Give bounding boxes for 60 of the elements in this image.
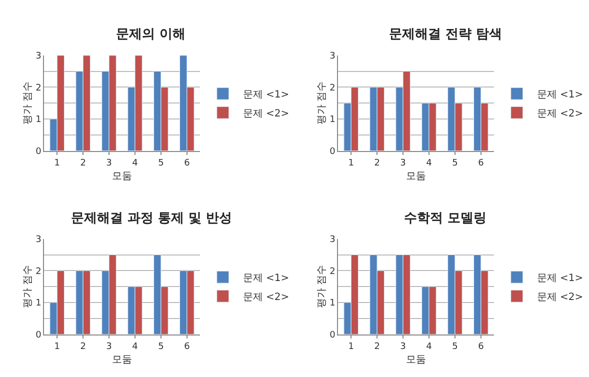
- x-tick-label: 3: [106, 158, 112, 169]
- x-tick-label: 5: [452, 342, 458, 352]
- y-tick-label: 3: [330, 52, 336, 62]
- legend-label: 문제 <2>: [536, 292, 584, 303]
- x-tick-label: 6: [478, 342, 484, 352]
- legend-label: 문제 <2>: [536, 108, 584, 120]
- x-axis-title: 모둠: [112, 171, 132, 182]
- x-tick-label: 2: [80, 158, 86, 169]
- y-axis-title: 평가 점수: [22, 264, 34, 308]
- y-tick-label: 1: [36, 298, 42, 309]
- legend-label: 문제 <1>: [242, 89, 290, 100]
- x-tick-label: 5: [452, 158, 458, 169]
- y-axis-title: 평가 점수: [316, 264, 328, 308]
- x-tick-label: 4: [132, 342, 138, 352]
- y-tick-label: 2: [36, 83, 42, 94]
- x-tick-label: 4: [132, 158, 138, 169]
- chart-title: 문제의 이해: [116, 27, 186, 42]
- x-tick-label: 4: [426, 158, 432, 169]
- y-tick-label: 0: [36, 146, 42, 157]
- y-tick-label: 0: [36, 330, 42, 340]
- y-tick-label: 1: [330, 298, 336, 309]
- x-tick-label: 4: [426, 342, 432, 352]
- x-tick-label: 2: [374, 342, 380, 352]
- x-axis-title: 모둠: [406, 354, 426, 366]
- legend-label: 문제 <2>: [242, 108, 290, 120]
- y-tick-label: 2: [330, 266, 336, 277]
- chart-title: 수학적 모델링: [404, 211, 487, 226]
- y-tick-label: 0: [330, 330, 336, 340]
- x-tick-label: 5: [158, 342, 164, 352]
- text: 문제 <1>: [536, 272, 584, 284]
- y-tick-label: 1: [36, 115, 42, 126]
- y-tick-label: 2: [36, 266, 42, 277]
- legend-label: 문제 <2>: [242, 292, 290, 303]
- chart-title: 문제해결 전략 탐색: [389, 27, 502, 42]
- text: 문제 <1>: [242, 272, 290, 284]
- x-tick-label: 5: [158, 158, 164, 169]
- y-tick-label: 3: [36, 52, 42, 62]
- x-tick-label: 2: [374, 158, 380, 169]
- x-tick-label: 3: [400, 342, 406, 352]
- x-tick-label: 3: [400, 158, 406, 169]
- y-tick-label: 3: [36, 235, 42, 246]
- x-tick-label: 6: [478, 158, 484, 169]
- chart-title: 문제해결 과정 통제 및 반성: [71, 211, 232, 226]
- y-axis-title: 평가 점수: [22, 81, 34, 125]
- x-tick-label: 1: [348, 158, 354, 169]
- x-tick-label: 6: [184, 342, 190, 352]
- x-tick-label: 1: [54, 158, 60, 169]
- x-tick-label: 2: [80, 342, 86, 352]
- legend-label: 문제 <1>: [536, 89, 584, 100]
- x-tick-label: 6: [184, 158, 190, 169]
- x-axis-title: 모둠: [112, 354, 132, 366]
- x-axis-title: 모둠: [406, 171, 426, 182]
- y-axis-title: 평가 점수: [316, 81, 328, 125]
- y-tick-label: 2: [330, 83, 336, 94]
- x-tick-label: 1: [54, 342, 60, 352]
- x-tick-label: 3: [106, 342, 112, 352]
- y-tick-label: 0: [330, 146, 336, 157]
- y-tick-label: 3: [330, 235, 336, 246]
- x-tick-label: 1: [348, 342, 354, 352]
- y-tick-label: 1: [330, 115, 336, 126]
